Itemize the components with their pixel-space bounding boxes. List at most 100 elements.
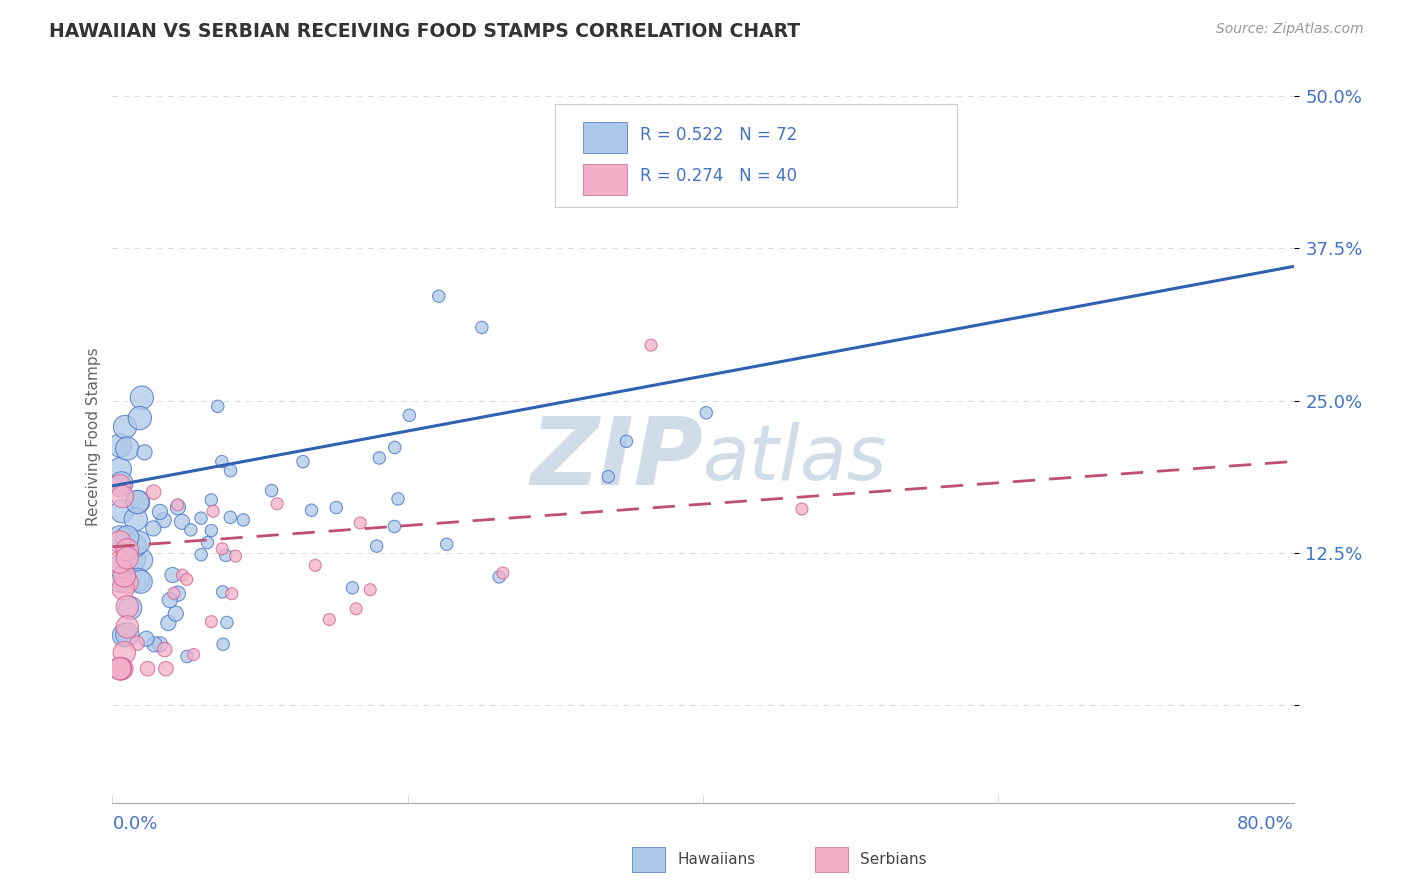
Point xyxy=(142,485,165,500)
Point xyxy=(200,493,222,508)
Point xyxy=(202,504,225,518)
Point xyxy=(108,479,131,493)
Point xyxy=(153,642,176,657)
Point xyxy=(200,615,222,629)
Point xyxy=(344,602,367,616)
Text: HAWAIIAN VS SERBIAN RECEIVING FOOD STAMPS CORRELATION CHART: HAWAIIAN VS SERBIAN RECEIVING FOOD STAMP… xyxy=(49,22,800,41)
Point xyxy=(190,511,212,525)
Point xyxy=(108,530,131,544)
Point xyxy=(142,521,165,535)
Point xyxy=(135,632,157,646)
Point xyxy=(136,662,159,676)
Text: Serbians: Serbians xyxy=(860,853,927,867)
Y-axis label: Receiving Food Stamps: Receiving Food Stamps xyxy=(86,348,101,526)
Point xyxy=(219,510,242,524)
Point xyxy=(384,441,406,455)
Point xyxy=(111,662,134,676)
Point xyxy=(225,549,247,563)
Point xyxy=(232,513,254,527)
Point xyxy=(368,450,391,465)
Point xyxy=(122,552,145,566)
Point xyxy=(183,648,205,662)
Point xyxy=(616,434,638,449)
Bar xyxy=(582,164,627,194)
Point xyxy=(176,649,198,664)
Point xyxy=(111,490,134,504)
Text: R = 0.522   N = 72: R = 0.522 N = 72 xyxy=(640,126,797,144)
Point xyxy=(108,534,131,549)
Point xyxy=(155,662,177,676)
FancyBboxPatch shape xyxy=(555,104,957,207)
Point xyxy=(215,615,238,630)
Point xyxy=(111,504,134,518)
Point xyxy=(127,495,149,509)
Point xyxy=(143,637,166,651)
Bar xyxy=(815,847,848,872)
Point xyxy=(215,549,238,563)
Point xyxy=(207,400,229,414)
Point xyxy=(471,320,494,334)
Point xyxy=(108,559,131,574)
Point xyxy=(129,553,152,567)
Point xyxy=(366,539,388,553)
Point xyxy=(349,516,371,530)
Point xyxy=(120,601,142,615)
Point xyxy=(117,542,138,557)
Point xyxy=(200,524,222,538)
Point xyxy=(211,541,233,556)
Point xyxy=(398,409,420,423)
Point xyxy=(488,570,510,584)
Point xyxy=(172,568,194,582)
Point xyxy=(176,573,198,587)
Point xyxy=(159,593,181,607)
Text: R = 0.274   N = 40: R = 0.274 N = 40 xyxy=(640,168,797,186)
Point xyxy=(359,582,381,597)
Text: Hawaiians: Hawaiians xyxy=(678,853,755,867)
Text: atlas: atlas xyxy=(703,422,887,496)
Point xyxy=(342,581,364,595)
Point xyxy=(108,462,131,476)
Point xyxy=(190,548,212,562)
Point xyxy=(221,587,243,601)
Point xyxy=(112,646,135,660)
Point xyxy=(108,574,131,588)
Point xyxy=(124,539,146,553)
Point xyxy=(117,627,138,641)
Point xyxy=(117,620,138,634)
Point xyxy=(108,662,131,676)
Point xyxy=(108,438,131,452)
Point xyxy=(112,628,135,642)
Text: Source: ZipAtlas.com: Source: ZipAtlas.com xyxy=(1216,22,1364,37)
Point xyxy=(167,587,190,601)
Point xyxy=(162,568,184,582)
Point xyxy=(266,497,288,511)
Point xyxy=(180,523,202,537)
Point xyxy=(108,555,131,569)
Point xyxy=(117,599,138,614)
Point xyxy=(436,537,458,551)
Point xyxy=(212,637,235,651)
Text: 0.0%: 0.0% xyxy=(112,815,157,833)
Point xyxy=(117,442,138,456)
Point xyxy=(304,558,326,573)
Point xyxy=(114,420,136,434)
Point xyxy=(291,455,314,469)
Point xyxy=(166,498,188,512)
Point xyxy=(163,586,186,600)
Point xyxy=(301,503,323,517)
Point xyxy=(149,637,172,651)
Point xyxy=(131,391,153,405)
Point xyxy=(115,575,138,590)
Point xyxy=(598,469,620,483)
Point xyxy=(152,513,174,527)
Point xyxy=(790,502,813,516)
Point xyxy=(110,476,132,491)
Point xyxy=(127,495,149,509)
Point xyxy=(108,662,131,676)
Point xyxy=(125,512,148,526)
Point xyxy=(128,535,150,549)
Point xyxy=(127,573,149,587)
Point xyxy=(111,582,134,596)
Point xyxy=(167,500,190,515)
Point xyxy=(325,500,347,515)
